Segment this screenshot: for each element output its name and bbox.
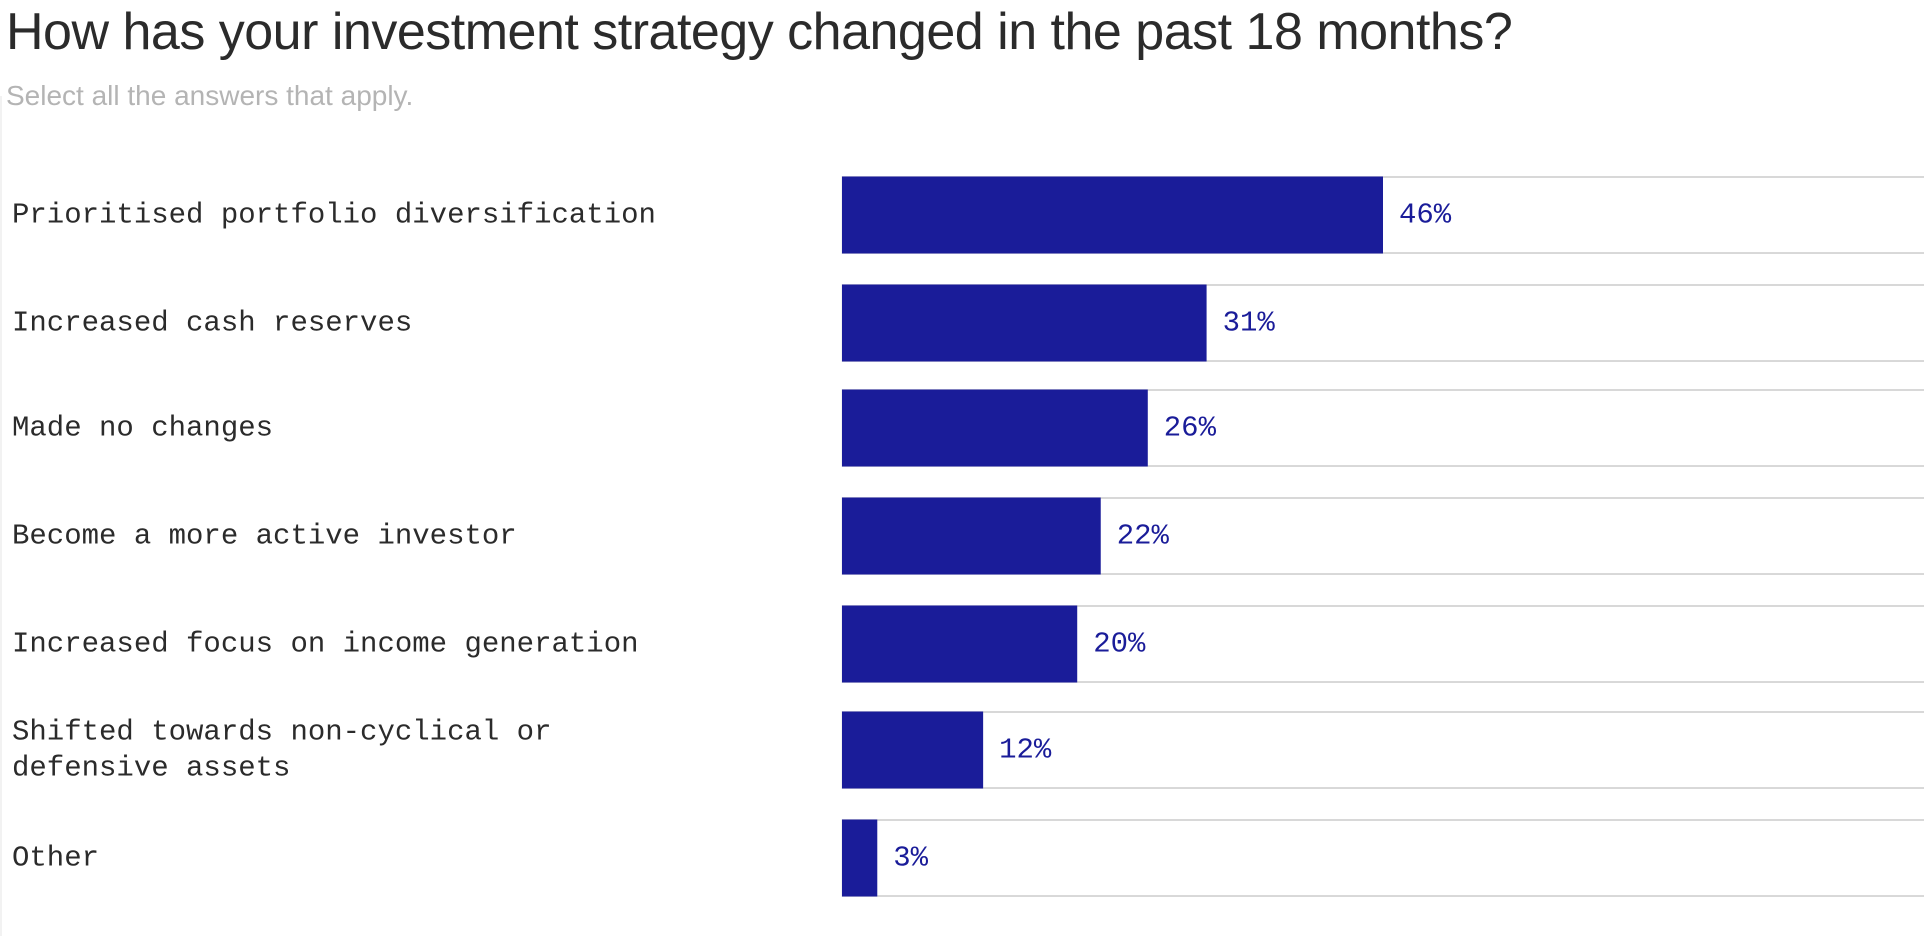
category-label: Shifted towards non-cyclical or [12,716,552,749]
category-label: Increased focus on income generation [12,628,639,661]
value-label: 31% [1223,307,1276,340]
bar [842,497,1101,575]
left-divider [0,96,2,936]
bar-track [841,711,1924,789]
bar [842,711,984,789]
chart-subtitle: Select all the answers that apply. [6,80,414,111]
bar [842,284,1207,362]
bar [842,389,1148,467]
value-label: 12% [999,734,1052,767]
category-label: Other [12,842,99,875]
value-label: 3% [893,842,928,875]
category-label: Prioritised portfolio diversification [12,199,656,232]
chart-title: How has your investment strategy changed… [6,3,1513,61]
bar [842,819,878,897]
value-label: 46% [1399,199,1452,232]
category-label: Made no changes [12,412,273,445]
bar [842,605,1078,683]
category-label: defensive assets [12,752,290,785]
category-label: Increased cash reserves [12,307,412,340]
bar [842,176,1383,254]
value-label: 26% [1164,412,1217,445]
value-label: 20% [1093,628,1146,661]
value-label: 22% [1117,520,1170,553]
category-label: Become a more active investor [12,520,517,553]
bar-track [841,819,1924,897]
